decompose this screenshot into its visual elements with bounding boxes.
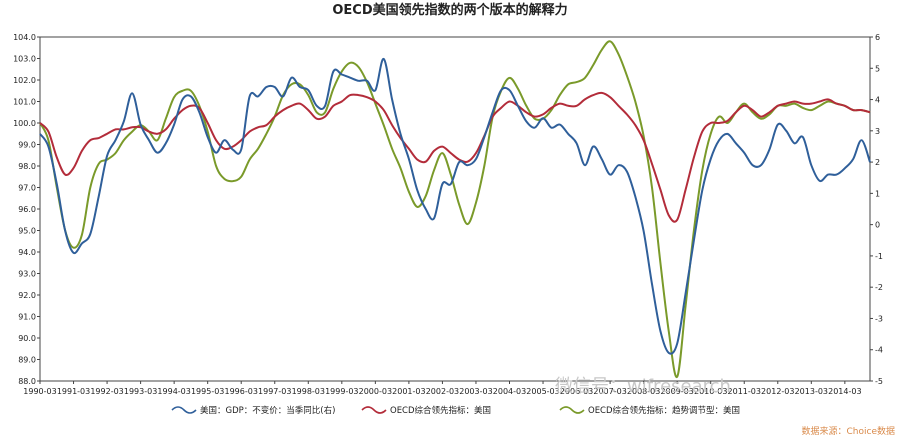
x-tick-label: 2008-03: [627, 387, 660, 396]
source-note: 数据来源：Choice数据: [802, 425, 895, 437]
right-tick-label: -1: [875, 252, 883, 261]
right-tick-label: -3: [875, 314, 883, 323]
x-tick-label: 2013-03: [795, 387, 828, 396]
x-tick-label: 2011-03: [728, 387, 761, 396]
series-line-3: [39, 40, 871, 378]
x-tick-label: 2003-03: [459, 387, 492, 396]
x-tick-label: 2006-03: [560, 387, 593, 396]
legend-swatch: [559, 406, 585, 414]
x-tick-label: 1993-03: [124, 387, 157, 396]
x-tick-label: 1990-03: [23, 387, 56, 396]
right-tick-label: 4: [875, 96, 880, 105]
left-tick-label: 97.0: [18, 184, 36, 193]
x-tick-label: 1992-03: [90, 387, 123, 396]
plot-frame: [39, 36, 871, 382]
right-tick-label: 3: [875, 127, 880, 136]
x-tick-label: 1994-03: [157, 387, 190, 396]
left-tick-label: 104.0: [13, 33, 36, 42]
series-line-1: [39, 57, 871, 355]
legend-label: OECD综合领先指标：趋势调节型：美国: [588, 405, 740, 416]
x-tick-label: 2010-03: [694, 387, 727, 396]
x-tick-label: 2014-03: [828, 387, 861, 396]
x-tick-label: 2002-03: [426, 387, 459, 396]
series-lines: [39, 40, 871, 378]
right-tick-label: 5: [875, 64, 880, 73]
left-tick-label: 94.0: [18, 248, 36, 257]
right-tick-label: 2: [875, 158, 880, 167]
left-tick-label: 102.0: [13, 76, 36, 85]
left-tick-label: 98.0: [18, 162, 36, 171]
x-tick-label: 2001-03: [392, 387, 425, 396]
right-tick-label: 6: [875, 33, 880, 42]
x-tick-label: 1996-03: [224, 387, 257, 396]
legend: 美国：GDP：不变价：当季同比(右) OECD综合领先指标：美国 OECD综合领先指…: [171, 405, 740, 416]
x-tick-label: 2007-03: [593, 387, 626, 396]
left-tick-label: 93.0: [18, 270, 36, 279]
x-tick-label: 2000-03: [359, 387, 392, 396]
x-axis: 1990-03 1991-03 1992-03 1993-03 1994-03 1995-…: [23, 381, 862, 396]
right-tick-label: 1: [875, 189, 880, 198]
x-tick-label: 2009-03: [660, 387, 693, 396]
left-tick-label: 100.0: [13, 119, 36, 128]
x-tick-label: 1999-03: [325, 387, 358, 396]
series-line-2: [39, 91, 871, 223]
legend-label: 美国：GDP：不变价：当季同比(右): [200, 405, 335, 416]
x-tick-label: 2005-03: [526, 387, 559, 396]
left-tick-label: 99.0: [18, 141, 36, 150]
left-tick-label: 92.0: [18, 291, 36, 300]
left-tick-label: 91.0: [18, 313, 36, 322]
left-tick-label: 101.0: [13, 98, 36, 107]
x-tick-label: 2012-03: [761, 387, 794, 396]
left-tick-label: 90.0: [18, 334, 36, 343]
left-tick-label: 89.0: [18, 356, 36, 365]
x-tick-label: 1997-03: [258, 387, 291, 396]
legend-swatch: [171, 406, 197, 414]
plot-border: [39, 36, 871, 382]
left-tick-label: 103.0: [13, 55, 36, 64]
left-axis: 104.0 103.0 102.0 101.0 100.0 99.0 98.0 97.0 96.…: [13, 33, 40, 386]
right-tick-label: -4: [875, 346, 883, 355]
x-tick-label: 1995-03: [191, 387, 224, 396]
legend-label: OECD综合领先指标：美国: [390, 405, 491, 416]
legend-swatch: [361, 406, 387, 414]
left-tick-label: 95.0: [18, 227, 36, 236]
chart-title: OECD美国领先指数的两个版本的解释力: [332, 2, 567, 18]
x-tick-label: 2004-03: [493, 387, 526, 396]
right-axis: 6 5 4 3 2 1 0 -1 -2 -3 -4 -5: [870, 33, 883, 386]
watermark: 微信号：wifresearch: [555, 376, 731, 397]
left-tick-label: 88.0: [18, 377, 36, 386]
right-tick-label: -5: [875, 377, 883, 386]
left-tick-label: 96.0: [18, 205, 36, 214]
right-tick-label: 0: [875, 221, 880, 230]
x-tick-label: 1991-03: [57, 387, 90, 396]
right-tick-label: -2: [875, 283, 883, 292]
x-tick-label: 1998-03: [292, 387, 325, 396]
